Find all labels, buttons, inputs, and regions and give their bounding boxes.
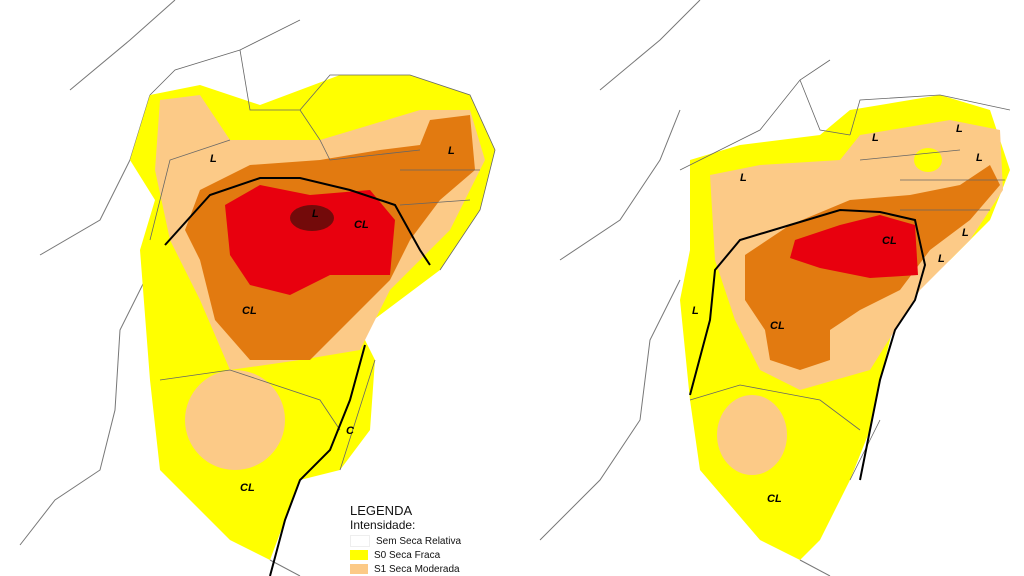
drought-boundary-line — [689, 208, 927, 481]
map-label: L — [210, 153, 217, 165]
map-label: CL — [767, 493, 782, 505]
map-label: L — [740, 172, 747, 184]
map-label: L — [976, 152, 983, 164]
legend-label: S0 Seca Fraca — [374, 549, 441, 561]
map-label: L — [962, 227, 969, 239]
map-label: L — [938, 253, 945, 265]
legend-item: Sem Seca Relativa — [350, 534, 461, 548]
map-label: CL — [882, 235, 897, 247]
drought-boundary-line — [164, 177, 431, 576]
legend-swatch — [350, 564, 368, 574]
map-label: CL — [240, 482, 255, 494]
area-s3 — [225, 185, 395, 295]
legend-item: S1 Seca Moderada — [350, 562, 461, 576]
area-s1 — [717, 395, 787, 475]
legend-label: Sem Seca Relativa — [376, 535, 462, 547]
right-map: L L L L L CL L L CL CL — [539, 0, 1011, 576]
left-map: L L L CL CL C CL — [19, 0, 496, 576]
region-outline — [19, 0, 301, 576]
legend-swatch — [350, 550, 368, 560]
legend-label: S1 Seca Moderada — [374, 563, 460, 575]
area-s4 — [290, 205, 334, 231]
area-none — [914, 148, 942, 172]
legend-swatch — [350, 535, 370, 547]
map-label: CL — [770, 320, 785, 332]
legend-subtitle: Intensidade: — [350, 518, 416, 532]
map-label: CL — [354, 219, 369, 231]
area-s3 — [790, 215, 918, 278]
map-label: C — [346, 425, 355, 437]
map-label: L — [448, 145, 455, 157]
map-label: L — [872, 132, 879, 144]
region-outline — [539, 0, 831, 576]
state-borders — [149, 19, 496, 471]
legend-title: LEGENDA — [350, 503, 413, 518]
state-borders — [679, 59, 1011, 481]
map-label: L — [956, 123, 963, 135]
legend: LEGENDA Intensidade: Sem Seca Relativa S… — [350, 503, 461, 576]
map-label: L — [312, 208, 319, 220]
map-label: CL — [242, 305, 257, 317]
area-s1 — [185, 370, 285, 470]
map-label: L — [692, 305, 699, 317]
legend-item: S0 Seca Fraca — [350, 548, 461, 562]
